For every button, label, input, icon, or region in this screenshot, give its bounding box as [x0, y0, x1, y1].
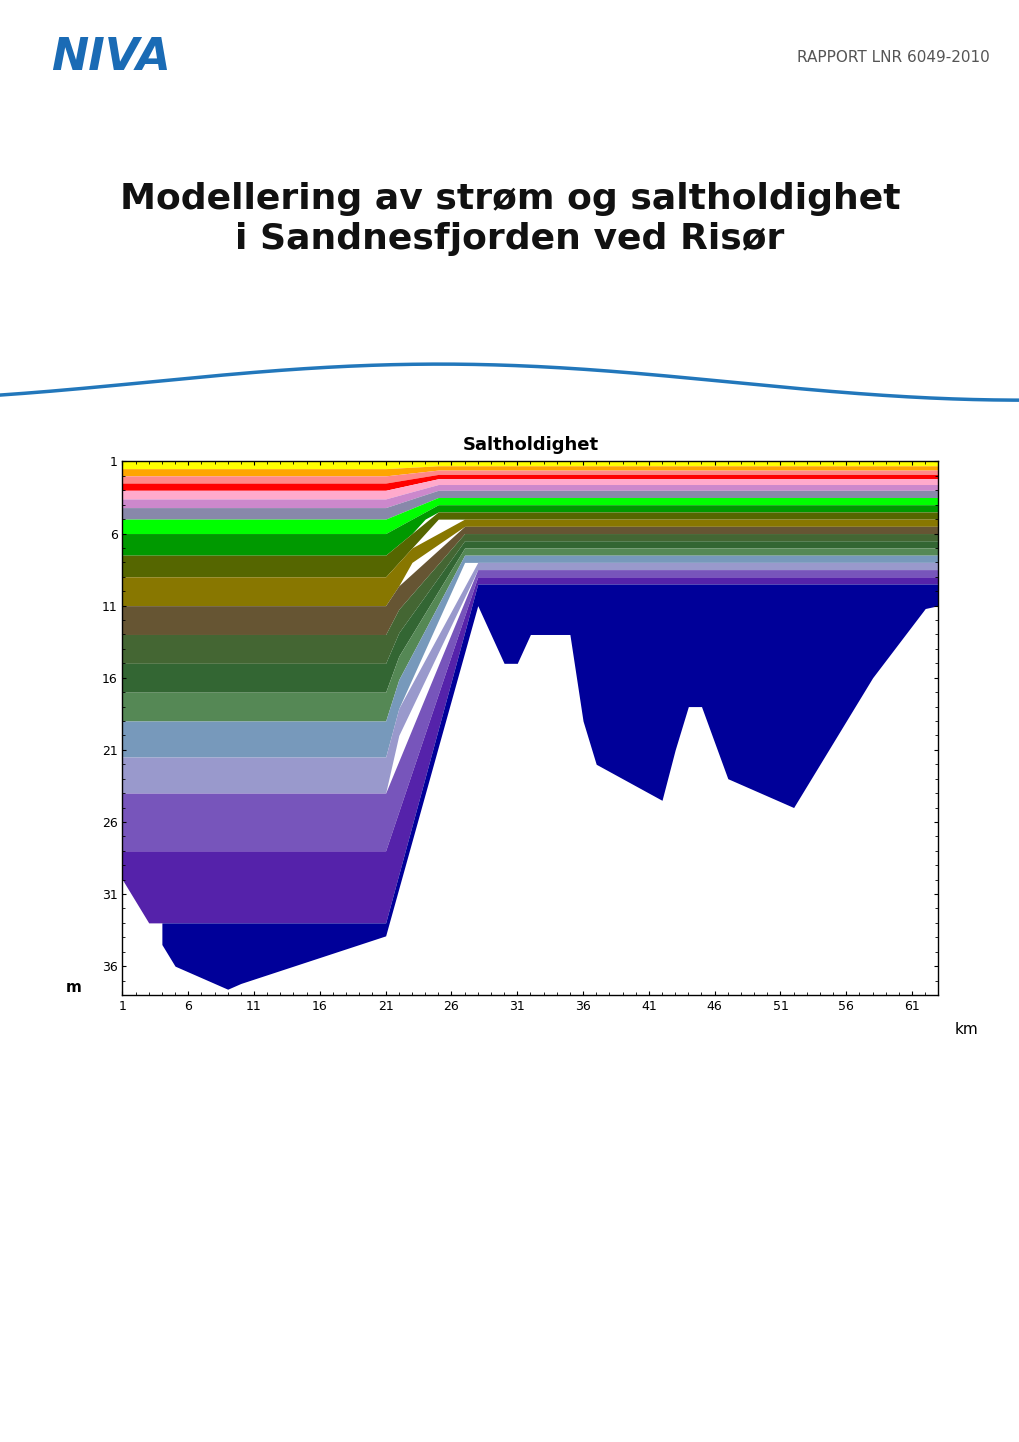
Text: NIVA: NIVA: [51, 36, 170, 79]
Text: Modellering av strøm og saltholdighet
i Sandnesfjorden ved Risør: Modellering av strøm og saltholdighet i …: [119, 183, 900, 255]
Title: Saltholdighet: Saltholdighet: [462, 437, 598, 454]
Text: RAPPORT LNR 6049-2010: RAPPORT LNR 6049-2010: [796, 50, 988, 65]
Text: m: m: [65, 981, 82, 995]
Text: km: km: [954, 1021, 977, 1037]
